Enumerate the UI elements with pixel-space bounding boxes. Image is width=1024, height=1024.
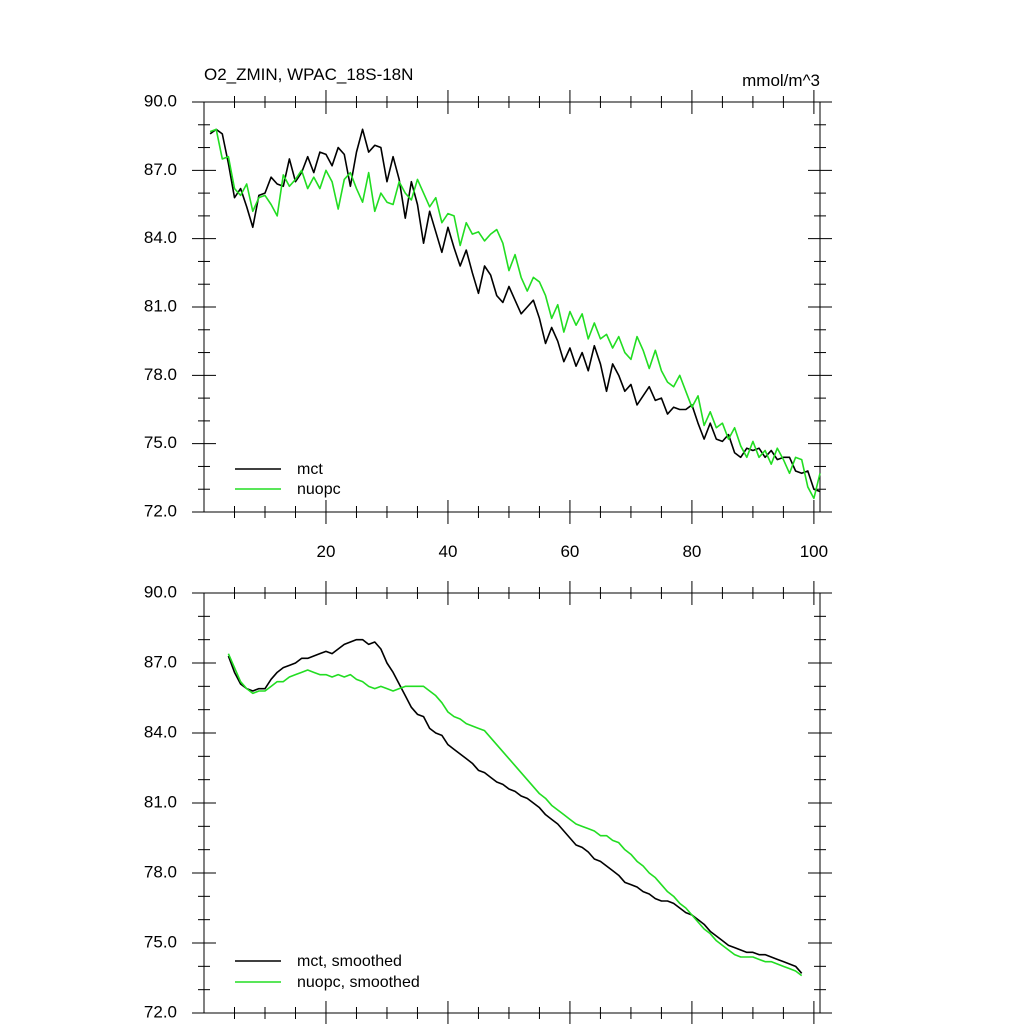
y-tick-label: 78.0: [144, 862, 177, 881]
x-tick-label: 20: [317, 542, 336, 561]
y-tick-label: 87.0: [144, 652, 177, 671]
top-panel: 72.0 75.0 78.0 81.0 84.0 87.0 90.0 20 40 60 80 100…: [144, 90, 832, 561]
y-tick-label: 84.0: [144, 228, 177, 247]
top-plot-frame: [203, 101, 821, 513]
y-tick-label: 78.0: [144, 365, 177, 384]
y-tick-label: 75.0: [144, 433, 177, 452]
top-legend: mct nuopc: [235, 461, 341, 498]
y-tick-label: 81.0: [144, 792, 177, 811]
y-tick-label: 90.0: [144, 582, 177, 601]
y-tick-label: 84.0: [144, 722, 177, 741]
legend-nuopc-label: nuopc: [297, 481, 341, 498]
y-tick-label: 72.0: [144, 501, 177, 520]
x-tick-label: 40: [438, 542, 457, 561]
bottom-panel: 72.0 75.0 78.0 81.0 84.0 87.0 90.0 mct, smooth…: [144, 581, 832, 1024]
units-label: mmol/m^3: [742, 71, 820, 90]
bottom-legend: mct, smoothed nuopc, smoothed: [235, 953, 420, 991]
x-tick-label: 100: [800, 542, 828, 561]
y-tick-label: 90.0: [144, 91, 177, 110]
y-tick-label: 75.0: [144, 932, 177, 951]
nuopc-smoothed-line: [227, 653, 803, 977]
mct-smoothed-line: [227, 638, 803, 974]
mct-line: [209, 128, 821, 493]
chart-title: O2_ZMIN, WPAC_18S-18N: [204, 65, 413, 84]
x-tick-label: 80: [682, 542, 701, 561]
legend-mct-smoothed-label: mct, smoothed: [297, 953, 402, 970]
x-tick-label: 60: [560, 542, 579, 561]
legend-nuopc-smoothed-label: nuopc, smoothed: [297, 974, 420, 991]
nuopc-line: [209, 128, 821, 500]
y-tick-label: 72.0: [144, 1002, 177, 1021]
y-tick-label: 87.0: [144, 160, 177, 179]
y-tick-label: 81.0: [144, 296, 177, 315]
legend-mct-label: mct: [297, 461, 323, 478]
